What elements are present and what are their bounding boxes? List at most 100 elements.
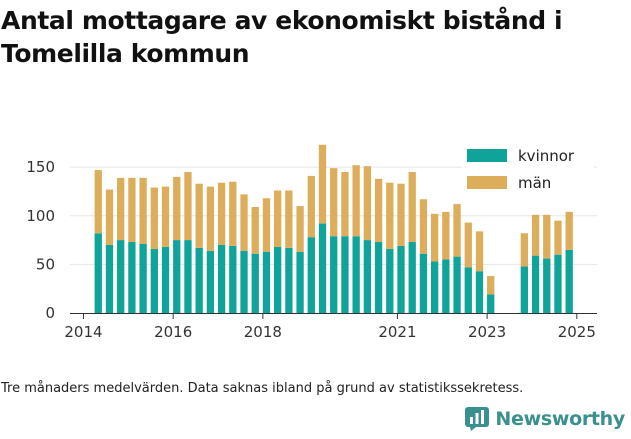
chart-title: Antal mottagare av ekonomiskt bistånd i … [1, 6, 563, 68]
bar-kvinnor [206, 250, 215, 313]
bar-kvinnor [531, 255, 540, 313]
newsworthy-logo-icon [465, 407, 490, 431]
bar-kvinnor [150, 248, 158, 313]
bar-kvinnor [285, 247, 293, 313]
bar-man [475, 231, 484, 272]
bar-man [217, 182, 226, 245]
bar-man [543, 214, 551, 259]
bar-kvinnor [139, 243, 147, 313]
bar-kvinnor [229, 245, 237, 313]
bar-kvinnor [341, 236, 349, 313]
bar-kvinnor [173, 240, 181, 313]
bar-man [296, 206, 304, 252]
bar-kvinnor [262, 251, 271, 313]
y-tick-label-100: 100 [26, 207, 55, 225]
bar-kvinnor [543, 258, 551, 313]
y-tick-label-0: 0 [45, 304, 55, 322]
bar-kvinnor [330, 236, 338, 313]
bar-man [318, 144, 327, 224]
bar-man [430, 213, 439, 262]
bar-kvinnor [352, 236, 360, 313]
bar-kvinnor [408, 242, 416, 313]
x-tick-label-2016: 2016 [154, 323, 192, 341]
bar-kvinnor [307, 237, 315, 313]
legend: kvinnor män [462, 142, 594, 198]
bar-man [330, 168, 338, 237]
bar-kvinnor [487, 294, 495, 313]
bar-man [173, 176, 181, 241]
bar-kvinnor [475, 271, 484, 313]
bar-kvinnor [195, 247, 203, 313]
bar-kvinnor [105, 244, 114, 313]
bars [94, 144, 573, 313]
bar-man [565, 211, 573, 250]
legend-label-kvinnor: kvinnor [518, 147, 575, 165]
x-tick-label-2021: 2021 [378, 323, 416, 341]
bar-kvinnor [318, 223, 327, 313]
x-tick-label-2025: 2025 [558, 323, 596, 341]
x-tick-label-2014: 2014 [64, 323, 102, 341]
bar-man [520, 233, 528, 267]
bar-man [531, 214, 540, 256]
bar-kvinnor [251, 253, 259, 313]
bar-man [184, 172, 192, 241]
bar-kvinnor [419, 253, 428, 313]
bar-kvinnor [240, 250, 248, 313]
bar-man [105, 189, 114, 245]
legend-label-man: män [518, 174, 551, 192]
bar-kvinnor [296, 251, 304, 313]
legend-swatch-man [467, 176, 507, 189]
brand-name: Newsworthy [495, 408, 625, 430]
bar-man [150, 187, 158, 249]
bar-kvinnor [442, 259, 450, 313]
bar-man [161, 186, 170, 247]
bar-kvinnor [520, 266, 528, 313]
bar-man [251, 207, 259, 254]
y-tick-label-150: 150 [26, 158, 55, 176]
bar-man [397, 183, 405, 246]
bar-kvinnor [217, 244, 226, 313]
bar-kvinnor [565, 249, 573, 313]
y-tick-label-50: 50 [36, 255, 55, 273]
x-tick-label-2018: 2018 [244, 323, 282, 341]
bar-kvinnor [274, 246, 282, 313]
bar-man [206, 186, 215, 251]
bar-kvinnor [554, 254, 562, 313]
bar-man [229, 181, 237, 246]
legend-swatch-kvinnor [467, 149, 507, 162]
bar-kvinnor [363, 240, 372, 313]
bar-man [117, 177, 125, 241]
bar-man [363, 166, 372, 241]
stacked-bar-chart: 0 50 100 150 2014 2016 2018 2021 2023 2025 kvinno… [26, 142, 597, 341]
x-tick-label-2023: 2023 [468, 323, 506, 341]
bar-man [408, 172, 416, 243]
bar-man [262, 198, 271, 252]
bar-man [285, 190, 293, 248]
bar-man [195, 183, 203, 248]
bar-man [386, 182, 394, 249]
bar-man [274, 190, 282, 247]
bar-man [442, 211, 450, 260]
bar-man [94, 170, 102, 234]
bar-man [453, 204, 461, 257]
bar-man [487, 276, 495, 295]
brand: Newsworthy [465, 407, 625, 431]
bar-kvinnor [464, 267, 472, 313]
bar-kvinnor [128, 242, 136, 313]
bar-kvinnor [184, 240, 192, 313]
bar-man [341, 172, 349, 237]
bar-man [374, 178, 383, 243]
bar-man [554, 220, 562, 255]
bar-kvinnor [94, 233, 102, 313]
bar-kvinnor [397, 245, 405, 313]
bar-man [352, 165, 360, 237]
bar-kvinnor [453, 256, 461, 313]
axes: 0 50 100 150 2014 2016 2018 2021 2023 2025 [26, 158, 597, 341]
bar-kvinnor [161, 246, 170, 313]
footnote: Tre månaders medelvärden. Data saknas ib… [1, 381, 524, 396]
bar-kvinnor [386, 248, 394, 313]
bar-man [307, 175, 315, 238]
bar-man [419, 199, 428, 254]
bar-man [128, 177, 136, 243]
bar-man [464, 222, 472, 268]
